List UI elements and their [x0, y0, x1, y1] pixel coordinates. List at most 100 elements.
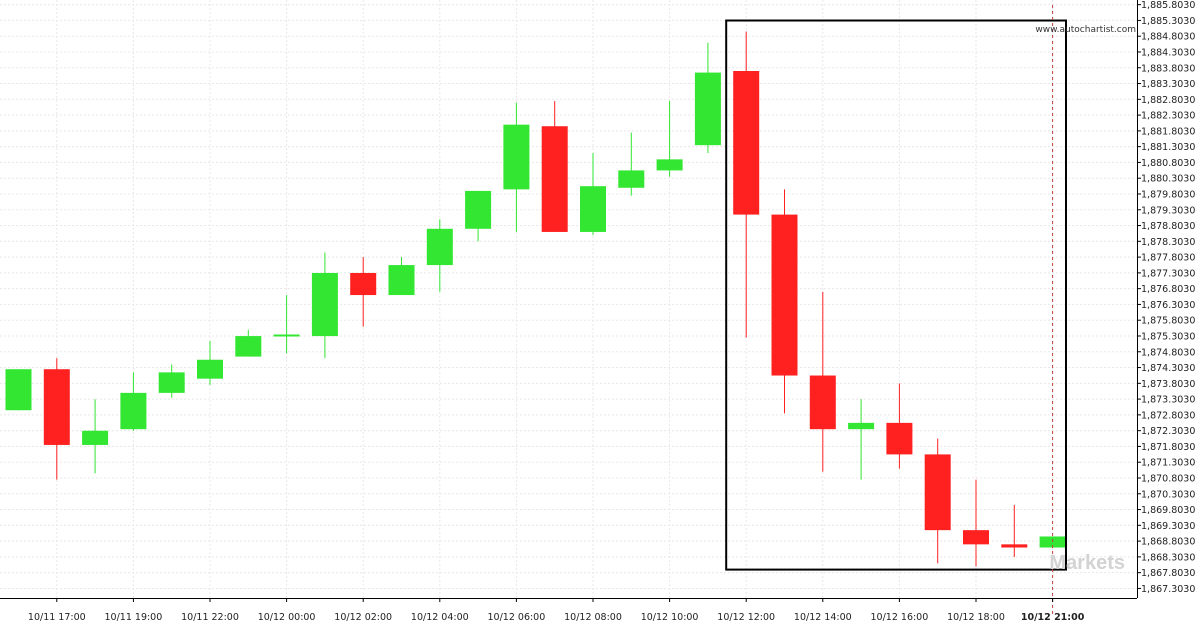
pattern-highlight-box [725, 19, 1067, 571]
x-tick-label: 10/12 16:00 [871, 612, 929, 623]
y-tick-label: 1,876.8030 [1141, 284, 1195, 295]
candles [5, 31, 1066, 567]
y-tick-label: 1,884.3030 [1141, 47, 1195, 58]
candle-up [273, 295, 300, 354]
y-tick-label: 1,870.8030 [1141, 473, 1195, 484]
y-tick-label: 1,874.3030 [1141, 363, 1195, 374]
candle-body [465, 190, 492, 229]
overlay [725, 5, 1067, 615]
candle-body [618, 170, 645, 188]
candle-body [541, 126, 568, 232]
candle-body [426, 228, 453, 266]
candle-body [120, 392, 147, 430]
y-tick-label: 1,881.3030 [1141, 142, 1195, 153]
y-tick-label: 1,882.3030 [1141, 111, 1195, 122]
candle-up [158, 364, 185, 398]
y-tick-label: 1,875.3030 [1141, 331, 1195, 342]
x-tick-label: 10/11 22:00 [181, 612, 239, 623]
candle-up [848, 399, 875, 480]
y-tick-label: 1,880.8030 [1141, 158, 1195, 169]
candle-up [694, 42, 721, 154]
candle-up [311, 252, 338, 359]
y-tick-label: 1,868.3030 [1141, 552, 1195, 563]
x-tick-label: 10/12 00:00 [258, 612, 316, 623]
candle-body [1001, 544, 1028, 548]
candle-up [465, 190, 492, 242]
gridlines [0, 0, 1137, 598]
y-tick-label: 1,867.3030 [1141, 584, 1195, 595]
candle-up [235, 329, 262, 357]
watermark: www.autochartist.com [1035, 25, 1136, 35]
x-tick-label: 10/12 08:00 [564, 612, 622, 623]
candle-body [388, 265, 415, 296]
y-tick-label: 1,874.8030 [1141, 347, 1195, 358]
x-tick-label: 10/12 21:00 [1021, 612, 1085, 623]
y-tick-label: 1,885.8030 [1141, 0, 1195, 11]
x-tick-label: 10/12 10:00 [641, 612, 699, 623]
y-tick-label: 1,871.3030 [1141, 458, 1195, 469]
candle-body [656, 159, 683, 171]
x-tick-label: 10/12 02:00 [334, 612, 392, 623]
y-tick-label: 1,883.8030 [1141, 63, 1195, 74]
candle-body [235, 336, 262, 357]
candle-body [82, 430, 109, 445]
candle-up [388, 257, 415, 296]
x-tick-label: 10/12 14:00 [794, 612, 852, 623]
brand-text: Markets [1049, 552, 1125, 574]
x-tick-label: 10/12 04:00 [411, 612, 469, 623]
candle-body [158, 372, 185, 393]
candle-down [350, 257, 377, 327]
x-tick-label: 10/12 06:00 [488, 612, 546, 623]
candle-down [733, 31, 760, 338]
candle-body [771, 214, 798, 376]
brand-logo: Markets [1049, 552, 1125, 574]
candle-body [924, 454, 951, 531]
y-tick-label: 1,881.8030 [1141, 126, 1195, 137]
y-tick-label: 1,879.8030 [1141, 189, 1195, 200]
y-tick-label: 1,869.8030 [1141, 505, 1195, 516]
candle-down [886, 383, 913, 469]
candle-body [963, 530, 989, 545]
candle-body [273, 334, 300, 337]
y-tick-label: 1,870.3030 [1141, 489, 1195, 500]
x-tick-label: 10/11 19:00 [105, 612, 163, 623]
y-tick-label: 1,869.3030 [1141, 521, 1195, 532]
candle-down [541, 100, 568, 232]
candle-up [580, 153, 606, 236]
candle-up [426, 219, 453, 292]
y-tick-label: 1,884.8030 [1141, 32, 1195, 43]
candle-up [618, 132, 645, 196]
candle-body [694, 72, 721, 146]
candle-up [503, 102, 530, 232]
candle-body [197, 359, 223, 379]
candle-body [886, 422, 913, 455]
candle-up [197, 340, 223, 385]
candle-down [43, 358, 70, 480]
y-tick-label: 1,871.8030 [1141, 442, 1195, 453]
y-tick-label: 1,880.3030 [1141, 174, 1195, 185]
candle-down [963, 479, 989, 567]
candle-body [503, 124, 530, 190]
y-tick-label: 1,872.3030 [1141, 426, 1195, 437]
y-tick-label: 1,867.8030 [1141, 568, 1195, 579]
candle-up [656, 100, 683, 177]
y-tick-label: 1,873.3030 [1141, 395, 1195, 406]
candle-body [848, 422, 875, 430]
candle-body [809, 375, 836, 430]
y-tick-label: 1,883.3030 [1141, 79, 1195, 90]
x-axis: 10/11 17:00 10/11 19:00 10/11 22:00 10/12 0… [0, 598, 1137, 623]
y-tick-label: 1,878.8030 [1141, 221, 1195, 232]
candle-body [733, 71, 760, 215]
y-tick-label: 1,875.8030 [1141, 316, 1195, 327]
y-tick-label: 1,879.3030 [1141, 205, 1195, 216]
candle-body [580, 186, 606, 232]
candle-body [5, 369, 32, 411]
candle-down [924, 438, 951, 564]
candle-body [311, 272, 338, 337]
x-tick-label: 10/11 17:00 [28, 612, 86, 623]
y-tick-label: 1,873.8030 [1141, 379, 1195, 390]
y-tick-label: 1,882.8030 [1141, 95, 1195, 106]
candle-down [809, 291, 836, 472]
y-tick-label: 1,885.3030 [1141, 16, 1195, 27]
